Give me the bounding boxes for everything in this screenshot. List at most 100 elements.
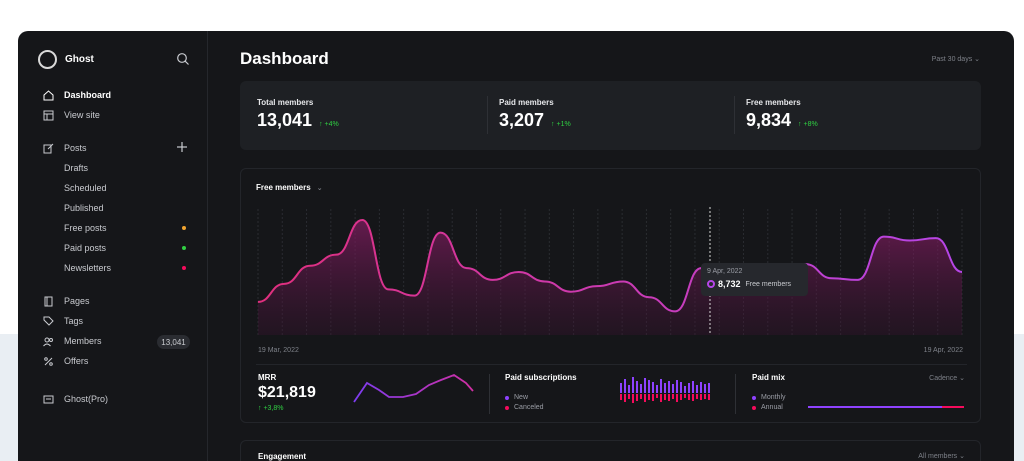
sidebar-item-paid-posts[interactable]: Paid posts — [64, 241, 186, 255]
canceled-bar — [640, 394, 642, 399]
canceled-bar — [704, 394, 706, 399]
date-range-select[interactable]: Past 30 days ⌄ — [931, 56, 980, 63]
sidebar-item-members[interactable]: Members — [42, 334, 192, 348]
sidebar-item-free-posts[interactable]: Free posts — [64, 221, 186, 235]
sidebar-item-ghost-pro[interactable]: Ghost(Pro) — [42, 392, 192, 406]
sidebar-item-label: Newsletters — [64, 263, 112, 273]
status-dot — [182, 226, 186, 230]
mrr-label: MRR — [258, 373, 277, 382]
stat-value: 3,207 — [499, 110, 545, 130]
main-content: Dashboard Past 30 days ⌄ Total members 1… — [208, 31, 1014, 461]
engagement-filter-select[interactable]: All members ⌄ — [918, 453, 965, 460]
canceled-bar — [628, 394, 630, 399]
new-bar — [636, 381, 638, 393]
new-bar — [628, 385, 630, 393]
canceled-bar — [620, 394, 622, 400]
sidebar-item-label: Pages — [64, 296, 90, 306]
mrr-sparkline — [353, 373, 474, 403]
add-post-icon[interactable] — [176, 140, 190, 154]
new-bar — [640, 384, 642, 393]
paid-mix-label: Paid mix — [752, 373, 785, 382]
new-bar — [708, 383, 710, 393]
new-bar — [700, 382, 702, 393]
new-bar — [688, 383, 690, 393]
canceled-bar — [676, 394, 678, 402]
engagement-card: Engagement All members ⌄ — [240, 440, 981, 461]
stat-total-members: Total members 13,041 ↑ +4% — [257, 98, 339, 131]
divider — [735, 374, 736, 414]
new-bar — [684, 386, 686, 393]
sidebar-item-offers[interactable]: Offers — [42, 354, 192, 368]
sidebar-item-tags[interactable]: Tags — [42, 314, 192, 328]
new-bar — [632, 377, 634, 393]
legend-canceled: Canceled — [505, 404, 544, 411]
canceled-bar — [692, 394, 694, 401]
ghost-logo-icon — [38, 50, 57, 69]
divider — [487, 96, 488, 134]
legend-dot — [752, 395, 756, 400]
new-bar — [648, 380, 650, 393]
sidebar-item-label: Members — [64, 336, 102, 346]
edit-icon — [42, 142, 54, 154]
chart-title: Free members — [256, 183, 311, 192]
free-members-chart[interactable] — [241, 169, 982, 424]
legend-new: New — [505, 394, 528, 401]
sidebar-item-published[interactable]: Published — [64, 201, 186, 215]
canceled-bar — [644, 394, 646, 402]
sidebar-item-label: Dashboard — [64, 90, 112, 100]
sidebar-item-newsletters[interactable]: Newsletters — [64, 261, 186, 275]
cadence-select[interactable]: Cadence ⌄ — [929, 375, 965, 382]
chart-date-start: 19 Mar, 2022 — [258, 347, 299, 354]
chart-card: Free members ⌄ 19 Mar, 2022 19 Apr, 2022… — [240, 168, 981, 423]
new-bar — [624, 379, 626, 393]
sidebar-item-label: Scheduled — [64, 183, 107, 193]
search-icon[interactable] — [176, 52, 192, 68]
new-bar — [620, 383, 622, 393]
sidebar-item-view-site[interactable]: View site — [42, 108, 192, 122]
chart-tooltip: 9 Apr, 2022 8,732 Free members — [701, 263, 808, 296]
mrr-value: $21,819 — [258, 384, 316, 401]
canceled-bar — [636, 394, 638, 401]
stat-paid-members: Paid members 3,207 ↑ +1% — [499, 98, 571, 131]
canceled-bar — [648, 394, 650, 400]
chart-title-select[interactable]: Free members ⌄ — [256, 183, 323, 192]
sidebar-item-label: Posts — [64, 143, 87, 153]
sidebar-item-label: Drafts — [64, 163, 89, 173]
new-bar — [660, 379, 662, 393]
legend-annual: Annual — [752, 404, 783, 411]
sidebar-item-pages[interactable]: Pages — [42, 294, 192, 308]
stat-label: Total members — [257, 98, 314, 107]
canceled-bar — [684, 394, 686, 398]
members-count-badge: 13,041 — [157, 335, 190, 349]
new-bar — [672, 384, 674, 393]
canceled-bar — [680, 394, 682, 400]
sidebar-item-label: Published — [64, 203, 104, 213]
sidebar-item-label: Free posts — [64, 223, 107, 233]
percent-icon — [42, 355, 54, 367]
sidebar-item-drafts[interactable]: Drafts — [64, 161, 186, 175]
stat-label: Paid members — [499, 98, 554, 107]
brand[interactable]: Ghost — [38, 50, 94, 69]
sidebar-item-label: Ghost(Pro) — [64, 394, 109, 404]
status-dot — [182, 246, 186, 250]
canceled-bar — [664, 394, 666, 400]
canceled-bar — [652, 394, 654, 401]
legend-label: New — [514, 394, 529, 401]
subscriptions-bars — [620, 377, 710, 403]
canceled-bar — [688, 394, 690, 400]
tooltip-date: 9 Apr, 2022 — [707, 268, 743, 275]
subscriptions-label: Paid subscriptions — [505, 373, 577, 382]
legend-dot — [752, 405, 756, 410]
sidebar-item-scheduled[interactable]: Scheduled — [64, 181, 186, 195]
new-bar — [668, 381, 670, 393]
sidebar: Ghost Dashboard View site Posts Drafts S… — [18, 31, 208, 461]
canceled-bar — [668, 394, 670, 401]
sidebar-item-posts[interactable]: Posts — [42, 141, 192, 155]
layout-icon — [42, 109, 54, 121]
canceled-bar — [700, 394, 702, 400]
stat-value: 13,041 — [257, 110, 313, 130]
sidebar-item-label: Offers — [64, 356, 89, 366]
sidebar-item-dashboard[interactable]: Dashboard — [42, 88, 192, 102]
legend-label: Canceled — [514, 404, 544, 411]
canceled-bar — [708, 394, 710, 400]
